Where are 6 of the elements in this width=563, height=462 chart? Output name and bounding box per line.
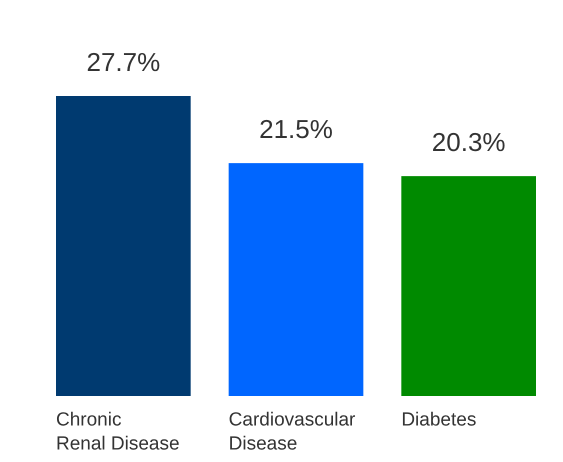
x-tick-label: Cardiovascular Disease bbox=[228, 410, 356, 454]
data-label: 21.5% bbox=[259, 114, 333, 144]
x-tick-label: Chronic Renal Disease bbox=[56, 410, 180, 454]
data-label: 20.3% bbox=[432, 127, 506, 158]
data-label: 27.7% bbox=[86, 47, 160, 77]
x-tick-label: Diabetes bbox=[401, 410, 476, 430]
